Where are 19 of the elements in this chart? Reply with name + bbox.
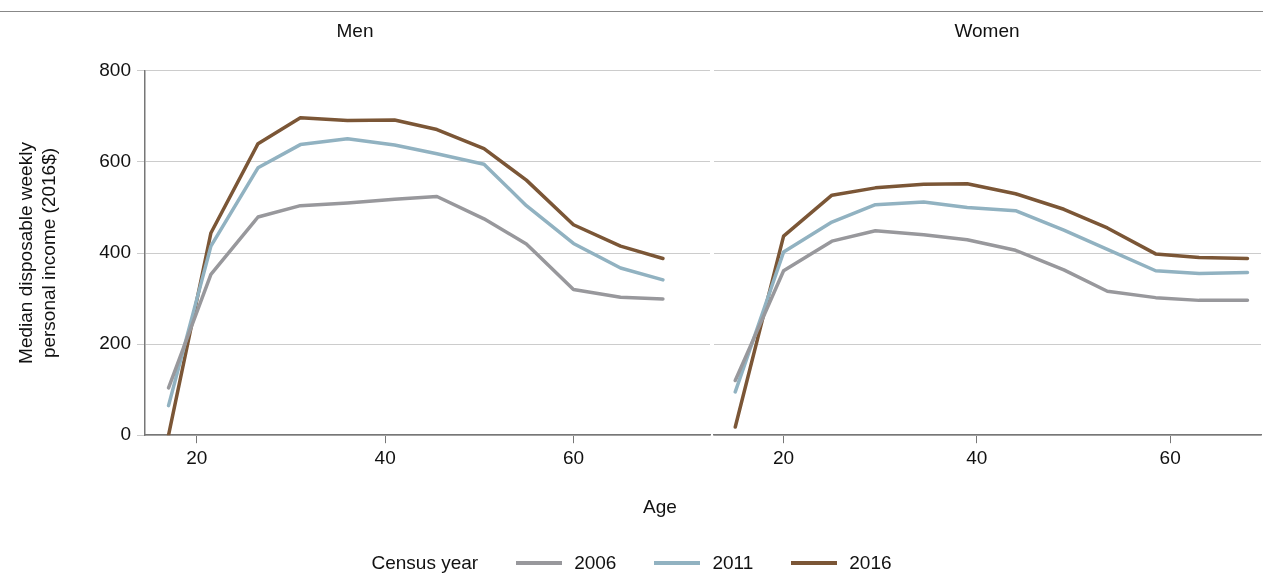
x-tick-label: 20	[773, 446, 795, 468]
y-tick-label: 400	[99, 241, 131, 263]
x-tick-label: 40	[966, 446, 988, 468]
y-tick-label: 0	[120, 423, 131, 445]
legend-label: 2006	[574, 552, 617, 574]
legend-label: 2016	[849, 552, 892, 574]
y-tick-label: 800	[99, 59, 131, 81]
y-tick-label: 200	[99, 332, 131, 354]
x-tick-label: 60	[1159, 446, 1181, 468]
legend-title: Census year	[371, 552, 479, 574]
x-tick-label: 60	[562, 446, 585, 468]
chart-title: Men	[336, 19, 374, 41]
x-axis-title: Age	[642, 496, 678, 518]
legend-label: 2011	[712, 552, 754, 574]
y-axis-title: Median disposable weekly personal income (2016$)	[14, 141, 59, 364]
x-tick-label: 40	[374, 446, 396, 468]
x-tick-label: 20	[186, 446, 208, 468]
chart-title: Women	[954, 19, 1020, 41]
y-tick-label: 600	[99, 150, 131, 172]
